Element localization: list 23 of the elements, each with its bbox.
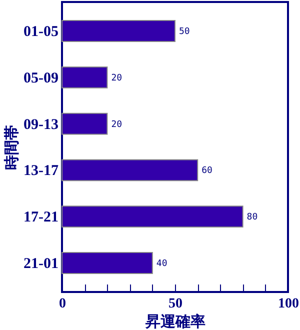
x-tick-label: 100 [278,296,299,312]
bar [62,112,108,135]
data-label: 80 [246,212,258,223]
bar [62,66,108,88]
data-label: 50 [179,27,190,37]
data-label: 20 [111,120,122,130]
bar [62,206,244,228]
y-axis-title: 時間帯 [2,125,21,170]
bar [62,20,176,42]
x-tick-label: 50 [168,296,182,312]
data-label: 20 [111,73,122,84]
bar [62,252,153,274]
bar [62,159,198,182]
data-label: 40 [156,259,168,269]
y-tick-label: 21-01 [24,256,58,272]
x-axis-title: 昇運確率 [144,312,206,330]
data-label: 60 [202,166,212,176]
y-tick-label: 09-13 [24,116,58,133]
y-tick-label: 01-05 [24,24,58,40]
x-tick-label: 0 [59,296,66,312]
y-tick-label: 05-09 [24,70,58,86]
y-tick-label: 13-17 [24,163,59,180]
y-tick-label: 17-21 [24,210,58,226]
